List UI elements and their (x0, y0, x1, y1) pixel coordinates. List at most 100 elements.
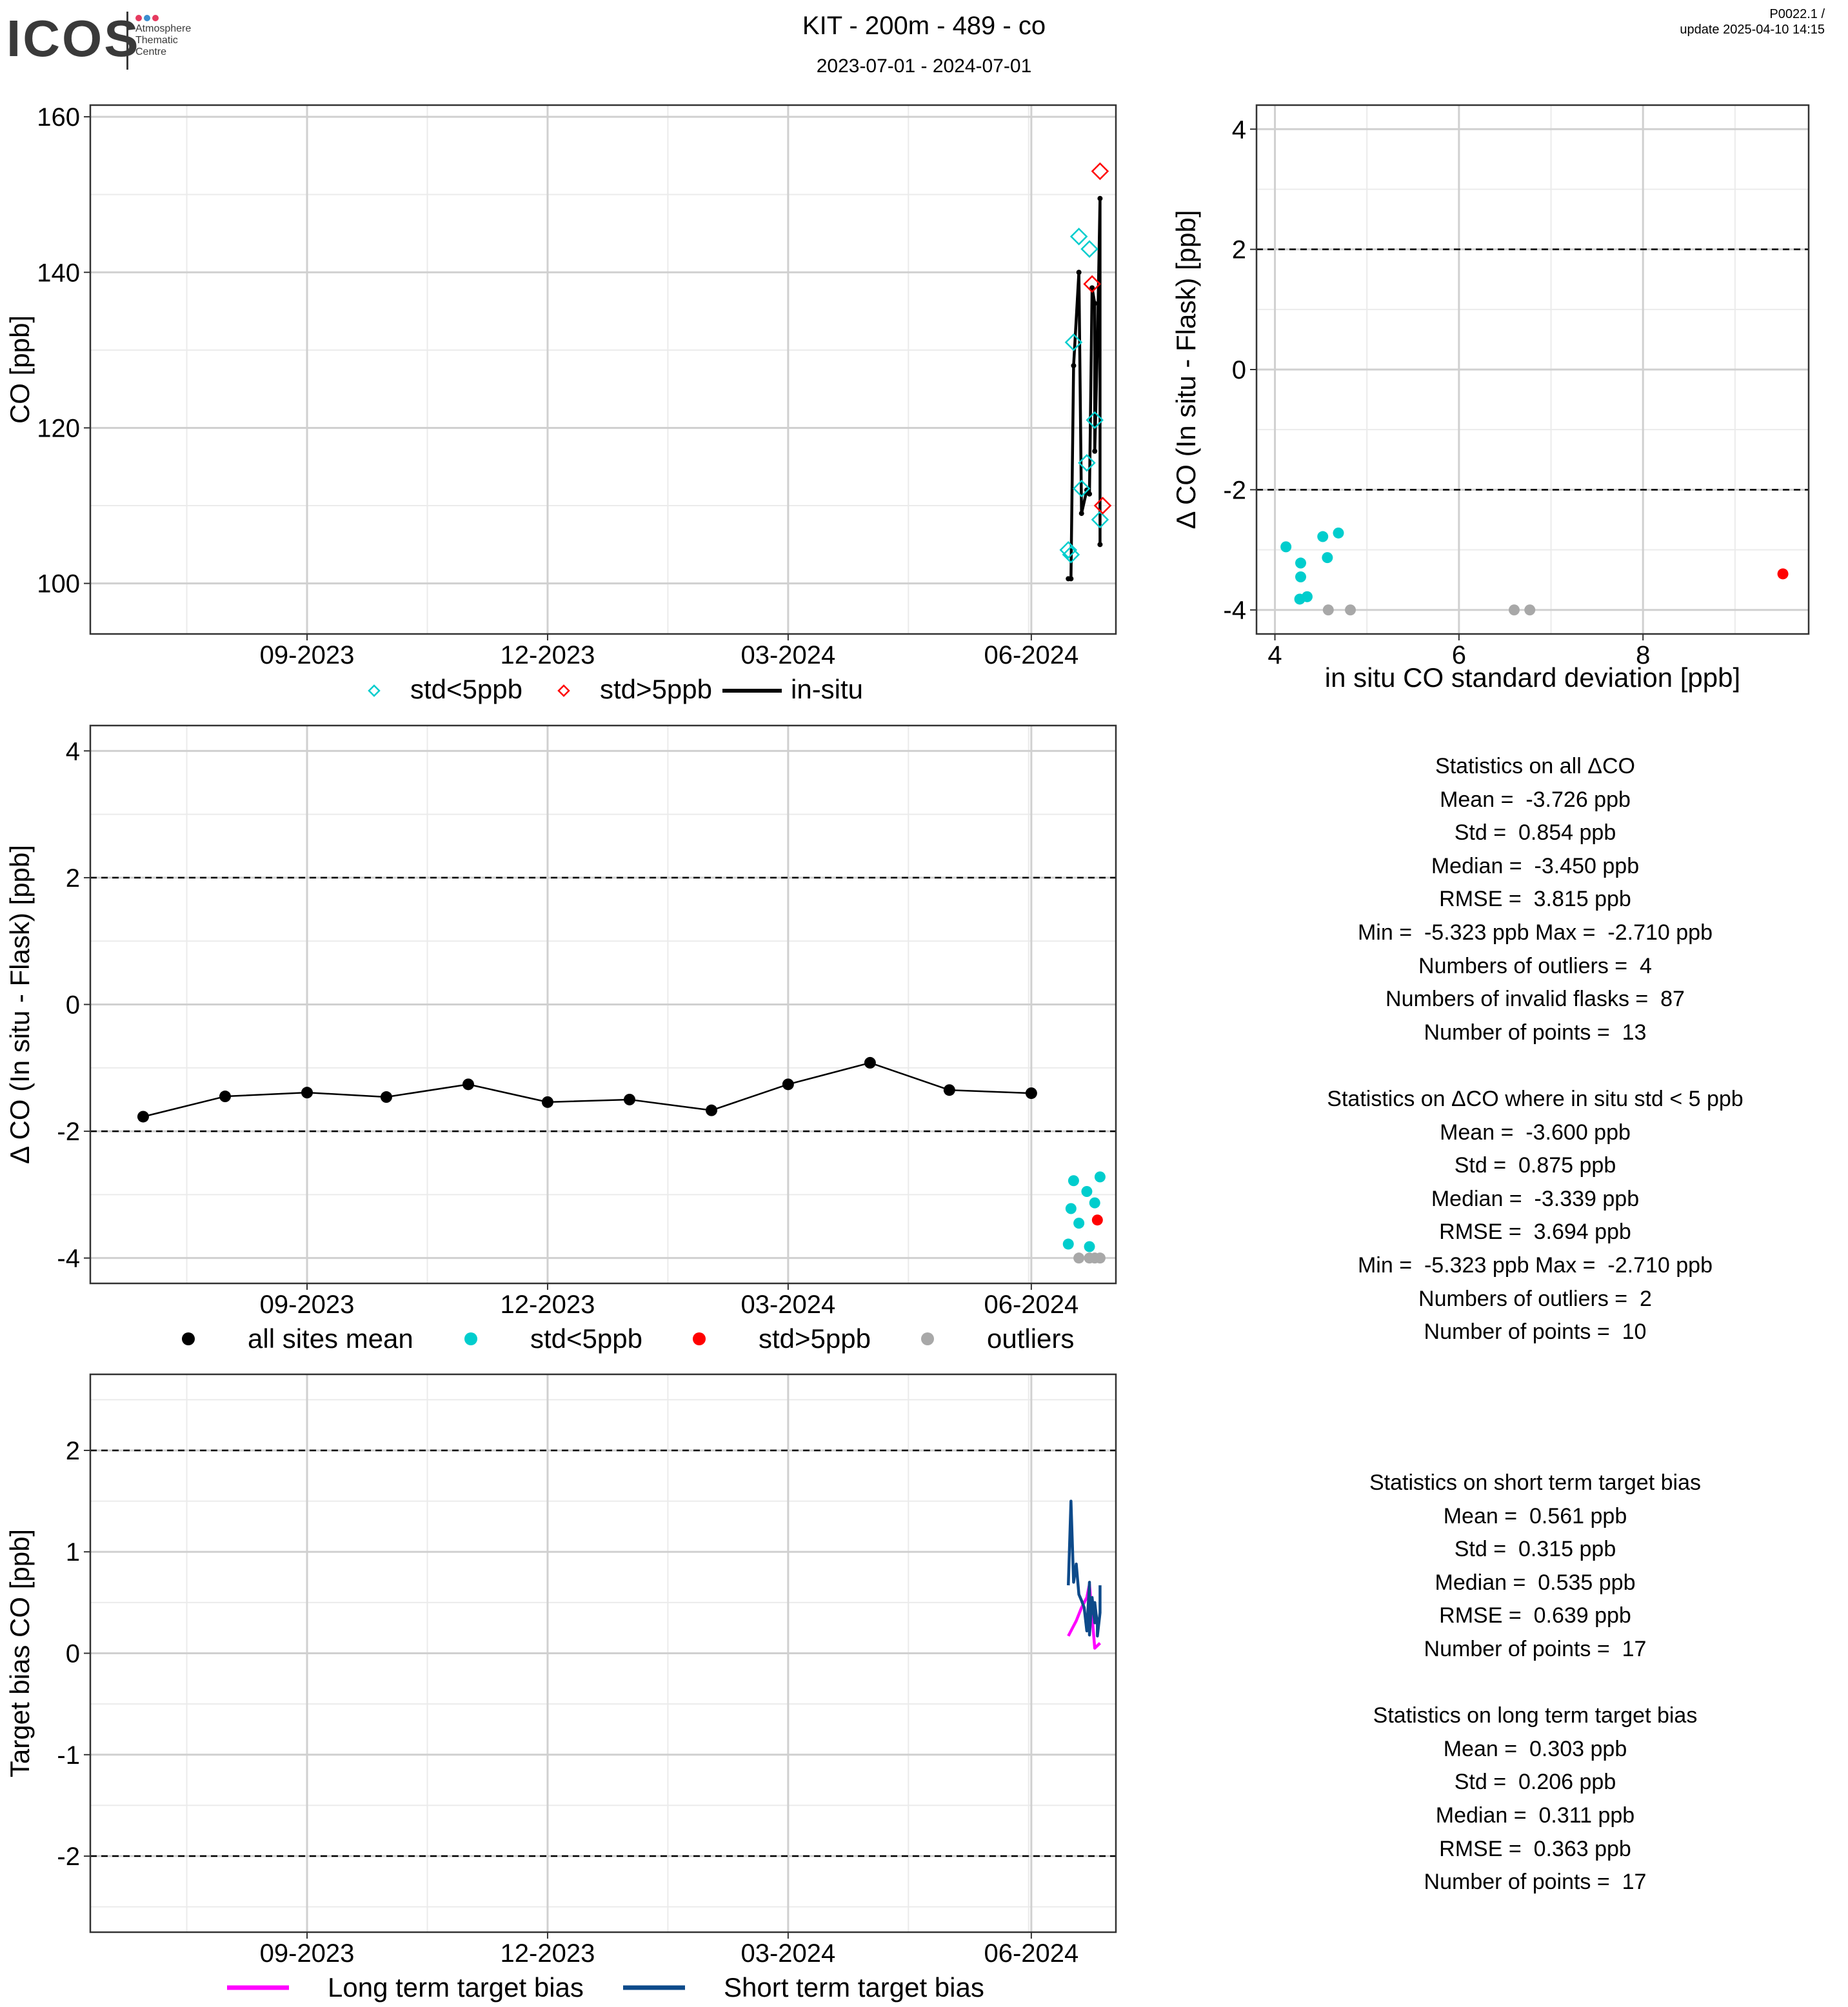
legend-key (368, 684, 381, 697)
data-point (1086, 411, 1104, 430)
stats-line: Number of points = 13 (1424, 1020, 1647, 1045)
y-tick-label: 0 (66, 991, 80, 1020)
stats-line: Mean = 0.303 ppb (1443, 1736, 1627, 1761)
data-point (1084, 1241, 1095, 1252)
series-std-5ppb (1083, 162, 1112, 515)
data-point (1089, 285, 1095, 291)
stats-line: Statistics on all ΔCO (1435, 754, 1635, 778)
stats-spacer (1213, 1666, 1848, 1700)
legend-label: std<5ppb (530, 1323, 642, 1354)
logo-divider (126, 12, 128, 70)
chart-delta_timeseries: 09-2023 12-2023 03-2024 06-2024 -4 -2 0 2 4 Δ CO … (5, 724, 1117, 1354)
stats-line: Numbers of invalid flasks = 87 (1386, 987, 1685, 1012)
data-point (1089, 1197, 1100, 1209)
logo-dot (135, 15, 142, 21)
stats-line: Median = -3.339 ppb (1431, 1186, 1640, 1211)
logo-dots (135, 13, 161, 25)
legend-item: Short term target bias (623, 1972, 984, 2002)
logo-text: ICOS (6, 10, 141, 67)
plot-frame (1255, 104, 1810, 635)
data-point (1777, 568, 1789, 580)
legend-label: std>5ppb (759, 1323, 871, 1354)
y-tick-label: 2 (1232, 236, 1246, 264)
legend-label: std>5ppb (600, 674, 712, 704)
data-point (1097, 542, 1103, 548)
legend-key (557, 684, 570, 697)
data-point (1081, 1185, 1093, 1197)
data-point (1083, 275, 1101, 293)
data-point (1093, 497, 1112, 515)
data-point (1069, 228, 1088, 246)
legend-item: in-situ (722, 674, 863, 704)
logo-dot (144, 15, 150, 21)
data-point (1025, 1087, 1037, 1100)
plot-frame (89, 724, 1117, 1285)
y-tick-label: -2 (57, 1843, 80, 1871)
x-tick-label: 06-2024 (984, 641, 1078, 669)
legend-item: all sites mean (182, 1323, 413, 1354)
legend-label: Long term target bias (328, 1972, 584, 2002)
y-tick-label: 0 (66, 1640, 80, 1668)
data-point (1078, 511, 1084, 517)
stats-line: RMSE = 0.639 ppb (1439, 1603, 1631, 1628)
logo-sub-line: Atmosphere (135, 23, 192, 34)
series-long-term-target-bias (1067, 1583, 1101, 1650)
x-tick-label: 4 (1267, 641, 1282, 669)
stats-line: Std = 0.206 ppb (1454, 1770, 1616, 1795)
stats-line: RMSE = 3.694 ppb (1439, 1220, 1631, 1245)
series-line (143, 1062, 1031, 1118)
data-point (1073, 1252, 1085, 1264)
stats-line: Std = 0.854 ppb (1454, 820, 1616, 845)
series-line (1067, 1583, 1101, 1650)
x-tick-label: 8 (1636, 641, 1650, 669)
legend-item: Long term target bias (227, 1972, 584, 2002)
x-tick-label: 12-2023 (501, 1939, 595, 1968)
page-title: KIT - 200m - 489 - co (802, 12, 1046, 40)
series-all-sites-mean (137, 1056, 1037, 1123)
stats-line: Number of points = 10 (1424, 1320, 1647, 1345)
stats-line: Mean = 0.561 ppb (1443, 1503, 1627, 1528)
data-point (1091, 162, 1109, 181)
chart-co_timeseries: 09-2023 12-2023 03-2024 06-2024 100 120 140 160… (5, 103, 1117, 704)
legend-key (693, 1332, 706, 1345)
stats-line: Numbers of outliers = 2 (1418, 1286, 1652, 1311)
y-axis-label: Target bias CO [ppb] (5, 1529, 35, 1777)
data-point (1068, 1175, 1079, 1187)
legend-key (921, 1332, 934, 1345)
y-axis-label: CO [ppb] (5, 315, 35, 424)
y-tick-label: -1 (57, 1741, 80, 1770)
stats-line: Mean = -3.600 ppb (1440, 1120, 1631, 1145)
stats-line: Min = -5.323 ppb Max = -2.710 ppb (1357, 1252, 1713, 1278)
series-outliers (1073, 1252, 1106, 1264)
data-point (1072, 479, 1091, 498)
y-axis-label: Δ CO (In situ - Flask) [ppb] (5, 845, 35, 1164)
data-point (1508, 604, 1520, 616)
x-tick-label: 03-2024 (740, 641, 835, 669)
x-tick-label: 06-2024 (984, 1939, 1078, 1968)
series-line (1066, 1499, 1102, 1638)
stats-line: RMSE = 3.815 ppb (1439, 887, 1631, 912)
legend-key (182, 1332, 195, 1345)
stats-line: Mean = -3.726 ppb (1440, 787, 1631, 812)
x-tick-label: 12-2023 (501, 641, 595, 669)
legend-item: std<5ppb (464, 1323, 642, 1354)
y-tick-label: -4 (1223, 597, 1246, 625)
data-point (380, 1091, 392, 1103)
data-point (623, 1093, 635, 1105)
series (1322, 604, 1536, 616)
x-tick-label: 09-2023 (260, 1290, 355, 1319)
y-tick-label: 120 (37, 414, 80, 442)
date-range: 2023-07-01 - 2024-07-01 (816, 55, 1032, 77)
y-tick-label: 1 (66, 1538, 80, 1567)
stats-line: Number of points = 17 (1424, 1870, 1647, 1895)
data-point (1076, 270, 1082, 275)
data-point (706, 1104, 718, 1116)
legend-item: outliers (921, 1323, 1074, 1354)
data-point (1301, 591, 1313, 602)
data-point (1333, 527, 1344, 539)
data-point (1073, 1218, 1085, 1229)
data-point (1322, 604, 1334, 616)
x-tick-label: 06-2024 (984, 1290, 1078, 1319)
series-short-term-target-bias (1066, 1499, 1102, 1638)
series-std-5ppb (1091, 1214, 1103, 1226)
